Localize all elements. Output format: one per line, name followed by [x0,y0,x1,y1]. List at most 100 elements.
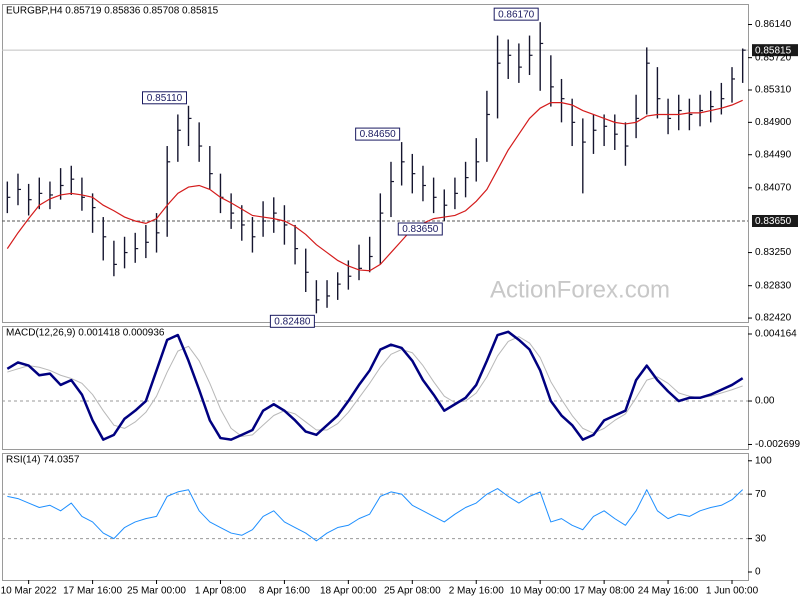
price-bar [305,248,309,293]
level-label: 0.83650 [755,216,792,227]
y-tick-label: 70 [755,489,767,500]
price-bar [518,43,522,83]
price-bar [443,189,448,221]
y-tick-label: 0.85310 [755,85,792,96]
x-tick-label: 1 Apr 08:00 [195,586,247,597]
panel-title: RSI(14) 74.0357 [6,455,80,466]
price-bar [422,165,426,202]
price-bar [283,205,288,245]
x-tick-label: 8 Apr 16:00 [259,586,311,597]
price-bar [678,94,682,131]
price-bar [49,181,53,210]
y-tick-label: 0.85720 [755,52,792,63]
y-tick-label: 0.86140 [755,19,792,30]
price-bar [145,224,149,259]
x-tick-label: 2 May 16:00 [449,586,504,597]
panel-title: EURGBP,H4 0.85719 0.85836 0.85708 0.8581… [6,6,219,17]
price-bar [496,35,501,119]
price-bar [710,90,714,123]
x-tick-label: 24 May 16:00 [638,586,699,597]
price-bar [209,146,213,190]
price-bar [262,201,267,237]
price-bar [656,67,661,119]
price-bar [198,122,203,162]
price-bar [102,217,107,261]
price-bar [614,114,618,150]
price-bar [134,232,139,263]
price-bar [230,193,235,229]
price-bar [326,280,331,308]
price-bar [241,205,245,241]
annotation-label: 0.83650 [402,224,439,235]
price-bar [624,122,629,166]
price-bar [123,236,128,269]
price-bar [411,153,416,194]
annotation-label: 0.85110 [147,93,183,104]
price-bar [379,193,384,265]
x-tick-label: 25 Apr 08:00 [384,586,441,597]
y-tick-label: 0.84490 [755,149,792,160]
price-bar [81,177,85,211]
price-bar [38,177,43,210]
last-price-box [752,44,798,57]
y-tick-label: 100 [755,455,772,466]
x-tick-label: 17 Mar 16:00 [63,586,122,597]
y-tick-label: 0.84070 [755,182,792,193]
y-tick-label: 0.83250 [755,247,792,258]
x-tick-label: 17 May 08:00 [574,586,635,597]
price-bar [6,181,11,214]
price-bar [571,98,576,147]
price-bar [731,67,736,103]
price-bar [91,193,96,233]
annotation-box [269,314,315,328]
annotation-box [142,91,187,105]
price-bar [70,165,75,195]
watermark: ActionForex.com [490,276,670,303]
price-bar [187,105,192,147]
price-bar [741,48,746,83]
price-bar [528,35,533,76]
price-bar [688,98,693,131]
panel-title: MACD(12,26,9) 0.001418 0.000936 [6,328,165,339]
x-tick-label: 18 Apr 00:00 [320,586,377,597]
price-bar [646,47,650,115]
price-bar [368,236,373,273]
rsi-panel [2,453,749,581]
price-panel [2,4,749,323]
price-bar [17,173,21,206]
level-box [752,214,798,227]
price-bar [560,78,565,123]
price-bar [454,177,458,210]
x-tick-label: 10 Mar 2022 [1,586,58,597]
price-bar [113,240,117,277]
price-bar [464,161,469,198]
price-bar [358,244,363,281]
x-tick-label: 25 Mar 00:00 [127,586,186,597]
y-tick-label: 0.82420 [755,313,792,324]
indicator-line [7,336,743,437]
annotation-box [397,222,443,236]
y-tick-label: 0 [755,567,761,578]
price-bar [27,183,32,216]
price-bar [337,272,341,300]
price-bar [592,114,597,154]
price-bar [507,39,512,79]
price-bar [550,55,554,107]
moving-average [6,99,743,272]
price-bar [273,197,277,233]
annotation-label: 0.86170 [498,9,535,20]
annotation-label: 0.82480 [274,316,311,327]
price-bar [667,98,672,135]
annotation-box [493,7,539,21]
price-bar [294,224,299,265]
price-bar [475,138,480,182]
y-tick-label: 30 [755,533,767,544]
last-price-label: 0.85815 [755,45,792,56]
price-bar [699,94,704,127]
price-bar [177,114,181,162]
price-bar [251,217,256,253]
annotation-box [355,127,401,141]
y-tick-label: 0.84900 [755,117,792,128]
